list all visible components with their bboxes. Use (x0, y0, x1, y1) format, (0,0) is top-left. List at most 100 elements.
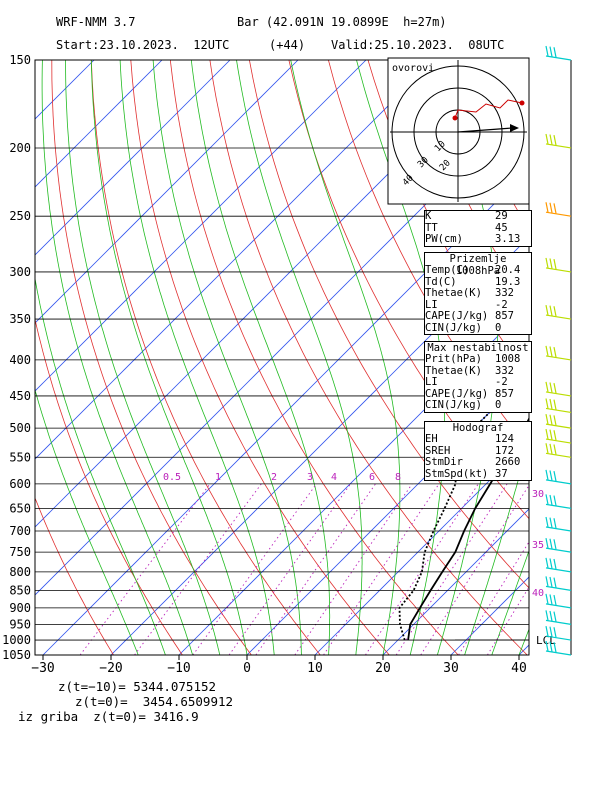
wind-barb-flag (549, 594, 553, 605)
index-row: PW(cm) 3.13 (425, 233, 531, 246)
max-instability-row: Thetae(K) 332 (425, 364, 531, 378)
dry-adiabat-line (90, 60, 321, 655)
max-instability-value: 1008 (495, 353, 521, 365)
max-instability-key: Prit(hPa) (425, 353, 482, 365)
temperature-tick-label: 20 (375, 661, 391, 676)
wind-barb-shaft (545, 407, 572, 414)
isotherm-line (382, 508, 529, 655)
wind-barb-flag (553, 306, 557, 317)
surface-key: Td(C) (425, 275, 457, 288)
mixing-ratio-label: 1 (215, 472, 221, 483)
wind-barb-flag (549, 443, 553, 454)
wind-barb-flag (549, 429, 553, 440)
isotherm-line (35, 60, 367, 392)
mixing-ratio-line (228, 483, 351, 655)
wind-barb-flag (549, 538, 553, 549)
wind-barb-shaft (545, 585, 572, 591)
temperature-tick-label: 40 (511, 661, 527, 676)
surface-value: 19.3 (495, 275, 521, 288)
hodograf-key: StmDir (425, 456, 463, 468)
wind-barb-flag (549, 305, 553, 316)
wind-barb (545, 414, 572, 429)
model-title: WRF-NMM 3.7 (56, 15, 136, 29)
wind-barb-flag (545, 640, 549, 652)
surface-key: Thetae(K) (425, 287, 482, 299)
max-instability-key: CIN(J/kg) (425, 399, 482, 411)
temperature-tick-label: −20 (99, 661, 122, 676)
hodograf-key: StmSpd(kt) (425, 467, 489, 480)
wind-barb-shaft (545, 355, 572, 361)
pressure-tick-label: 600 (9, 477, 31, 491)
wind-barb-shaft (545, 503, 572, 509)
wind-barb (545, 557, 572, 573)
mixing-ratio-line (255, 483, 376, 655)
wind-barb (545, 202, 572, 217)
wind-barb-flag (549, 202, 553, 213)
wind-barb-flag (553, 539, 557, 550)
wind-barb (545, 428, 572, 444)
wind-barb-flag (553, 518, 557, 529)
wind-barb-shaft (545, 211, 572, 217)
wind-barb-flag (549, 610, 553, 622)
surface-row: Thetae(K) 332 (425, 287, 531, 300)
index-row: TT 45 (425, 222, 531, 235)
wind-barb-flag (549, 494, 553, 506)
wind-barb (545, 398, 572, 414)
max-instability-row: CAPE(J/kg) 857 (425, 387, 531, 401)
surface-value: -2 (495, 298, 508, 311)
surface-value: 20.4 (495, 264, 521, 276)
station-title: Bar (42.091N 19.0899E h=27m) (237, 15, 447, 29)
wind-barb (545, 381, 572, 397)
wind-barb-flag (549, 517, 553, 528)
pressure-tick-label: 350 (9, 312, 31, 326)
wind-barb-shaft (545, 267, 572, 273)
height-t-minus10: z(t=−10)= 5344.075152 (58, 679, 217, 694)
wind-barb-flag (549, 134, 553, 145)
moist-adiabat-line (190, 60, 331, 655)
wind-barb-flag (553, 577, 557, 588)
hodograf-panel: Hodograf EH 124 SREH 172 StmDir 2660 StmSpd(kt)… (424, 421, 532, 481)
wind-barb-flag (549, 576, 553, 588)
pressure-tick-label: 700 (9, 524, 31, 538)
max-instability-value: 857 (495, 387, 514, 400)
wind-barb-shaft (545, 55, 572, 61)
start-time: Start:23.10.2023. 12UTC (56, 38, 230, 52)
wind-barb-shaft (545, 452, 572, 458)
surface-key: Temp(C) (425, 264, 470, 276)
index-value: 3.13 (495, 233, 521, 245)
wind-barb-shaft (545, 314, 572, 320)
surface-panel: Prizemlje 1008hPa Temp(C) 20.4 Td(C) 19.3 The… (424, 252, 532, 335)
wind-barb-flag (549, 414, 553, 425)
isotherm-line (178, 304, 529, 655)
hodograph-profile (454, 99, 523, 119)
mixing-ratio-line (323, 483, 440, 655)
max-instability-value: 332 (495, 364, 514, 377)
pressure-tick-label: 400 (9, 353, 31, 367)
indices-panel: K 29 TT 45 PW(cm) 3.13 (424, 210, 532, 247)
max-instability-value: 0 (495, 399, 502, 411)
wind-barb (545, 257, 572, 273)
pressure-tick-label: 300 (9, 265, 31, 279)
max-instability-row: Prit(hPa) 1008 (425, 353, 531, 366)
hodograf-row: EH 124 (425, 433, 531, 446)
wind-barb-flag (549, 258, 553, 269)
surface-key: LI (425, 298, 438, 311)
wind-barb-shaft (545, 635, 572, 641)
dry-adiabat-line (288, 60, 529, 520)
wind-speed-label: 30 (532, 489, 544, 500)
hodograf-value: 172 (495, 444, 514, 457)
isotherm-line (246, 372, 529, 655)
hodograf-key: EH (425, 433, 438, 445)
height-t-zero: z(t=0)= 3454.6509912 (75, 694, 234, 709)
wind-speed-label: 35 (532, 540, 544, 551)
wind-barb-flag (553, 558, 557, 570)
hodograf-key: SREH (425, 444, 451, 457)
dry-adiabat-line (130, 60, 390, 655)
hodograf-value: 2660 (495, 456, 521, 468)
pressure-tick-label: 150 (9, 53, 31, 67)
hodograph-end (519, 100, 525, 106)
max-instability-panel: Max nestabilnost Prit(hPa) 1008 Thetae(K) 33… (424, 341, 532, 413)
wind-barb-flag (545, 576, 549, 587)
surface-key: CIN(J/kg) (425, 321, 482, 334)
pressure-tick-label: 450 (9, 389, 31, 403)
